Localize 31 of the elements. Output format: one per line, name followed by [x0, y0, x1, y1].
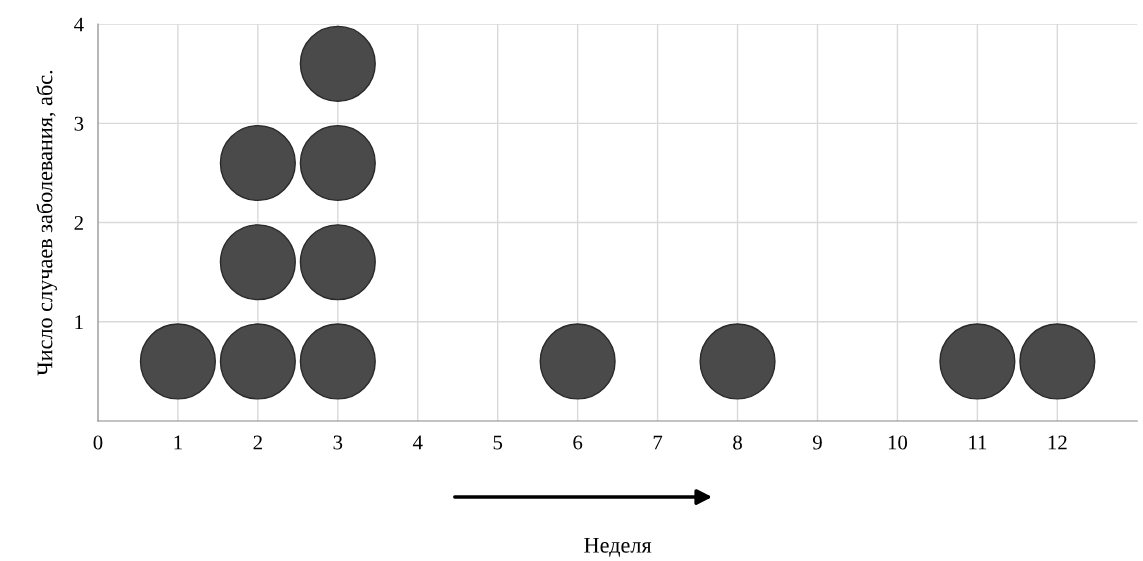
point [139, 323, 216, 400]
y-tick-label: 1 [75, 315, 83, 329]
x-tick-label: 7 [653, 435, 663, 450]
x-tick-label: 3 [333, 435, 343, 450]
point [939, 323, 1016, 400]
x-tick-label: 6 [573, 435, 583, 450]
x-tick-label: 4 [412, 435, 423, 450]
point [219, 224, 296, 301]
y-tick-label: 4 [74, 17, 84, 32]
x-axis-title: Неделя [584, 537, 652, 557]
x-tick-label: 12 [1048, 435, 1067, 450]
point [299, 323, 376, 400]
x-tick-label: 11 [969, 435, 987, 450]
point [219, 124, 296, 202]
point [219, 323, 296, 400]
x-tick-label: 9 [812, 435, 822, 450]
point [699, 323, 776, 400]
point [299, 224, 376, 301]
y-axis-title: Число случаев заболевания, абс. [36, 70, 57, 376]
y-tick-label: 2 [74, 215, 83, 230]
point [299, 124, 376, 202]
x-tick-label: 1 [174, 435, 182, 450]
x-tick-label: 2 [253, 435, 262, 450]
y-tick-label: 3 [74, 116, 84, 131]
point [299, 25, 376, 102]
point [539, 323, 616, 400]
point [1019, 323, 1096, 400]
x-tick-label: 5 [493, 435, 503, 450]
x-tick-label: 0 [93, 435, 103, 450]
x-tick-label: 10 [888, 435, 908, 450]
x-tick-label: 8 [733, 435, 742, 450]
